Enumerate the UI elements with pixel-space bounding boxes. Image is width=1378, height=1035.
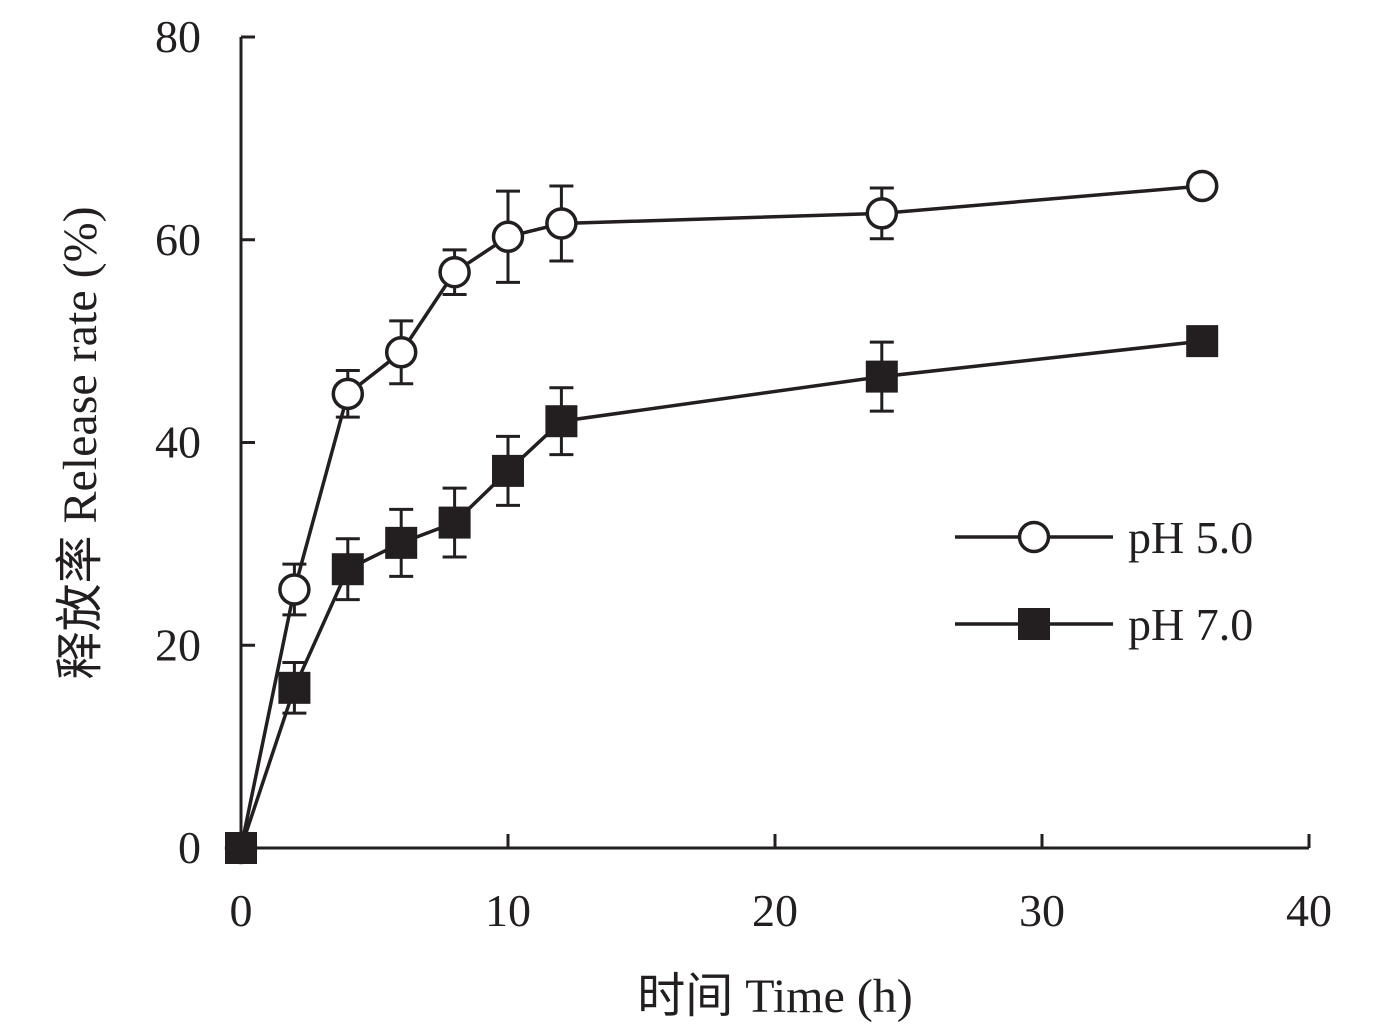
data-point xyxy=(278,573,311,606)
data-point xyxy=(225,832,257,864)
y-tick-label: 0 xyxy=(178,822,201,873)
series-layer xyxy=(224,169,1219,865)
y-tick-label: 80 xyxy=(155,11,201,62)
y-tick-label: 40 xyxy=(155,417,201,468)
data-point xyxy=(1185,169,1219,203)
data-point xyxy=(438,506,471,539)
legend-label: pH 7.0 xyxy=(1128,599,1253,650)
y-tick-label: 60 xyxy=(155,214,201,265)
data-point xyxy=(331,553,364,586)
x-tick-label: 10 xyxy=(485,885,531,936)
y-axis-title: 释放率 Release rate (%) xyxy=(54,206,107,679)
data-point xyxy=(545,405,578,438)
series-1 xyxy=(224,169,1219,865)
series-2 xyxy=(225,325,1219,864)
data-point xyxy=(278,671,311,704)
data-point xyxy=(384,336,418,369)
x-tick-label: 0 xyxy=(230,885,253,936)
data-point xyxy=(438,255,471,289)
data-point xyxy=(865,360,898,393)
data-point xyxy=(1186,325,1219,358)
data-point xyxy=(545,207,578,240)
x-tick-label: 40 xyxy=(1286,885,1332,936)
legend-marker xyxy=(1017,520,1051,554)
legend: pH 5.0 pH 7.0 xyxy=(955,512,1253,650)
legend-marker xyxy=(1018,608,1050,640)
y-tick-label: 20 xyxy=(155,619,201,670)
legend-label: pH 5.0 xyxy=(1128,512,1253,563)
x-axis-title: 时间 Time (h) xyxy=(637,970,913,1023)
data-point xyxy=(385,526,418,559)
data-point xyxy=(492,454,524,487)
data-point xyxy=(865,197,899,230)
x-tick-label: 30 xyxy=(1019,885,1065,936)
data-point xyxy=(331,377,365,411)
axes: 0 20 40 60 80 0 10 20 30 40 xyxy=(155,11,1332,936)
series-line xyxy=(239,184,1203,849)
series-line xyxy=(239,339,1203,849)
data-point xyxy=(491,220,525,253)
x-tick-label: 20 xyxy=(752,885,798,936)
